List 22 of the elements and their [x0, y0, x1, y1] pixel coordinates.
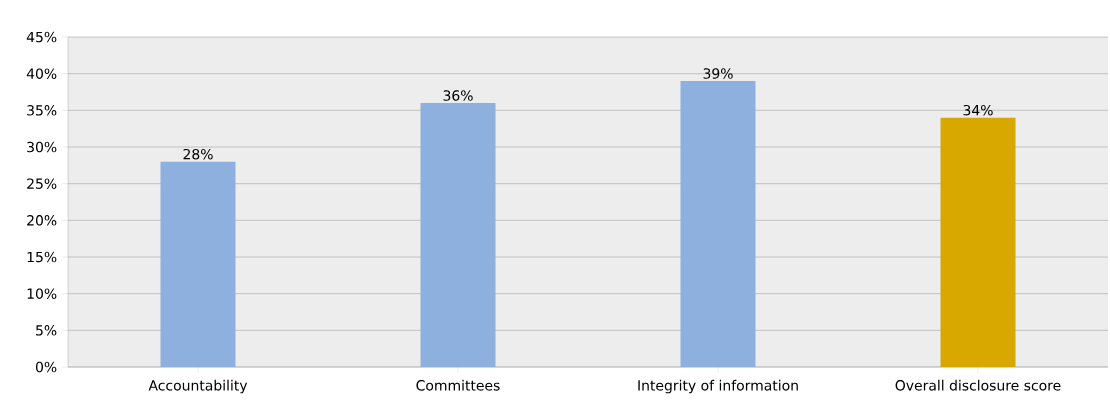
y-tick-label: 25% — [27, 178, 57, 189]
y-tick-label: 5% — [36, 325, 57, 336]
y-tick-label: 20% — [27, 215, 57, 226]
data-label: 39% — [703, 68, 733, 79]
bar — [420, 103, 496, 367]
y-tick-label: 40% — [26, 68, 57, 79]
x-tick-label: Integrity of information — [638, 379, 798, 394]
y-tick-label: 35% — [27, 105, 57, 116]
bar — [940, 117, 1016, 367]
x-tick-label: Committees — [416, 379, 500, 391]
y-tick-label: 15% — [27, 251, 57, 263]
data-label: 28% — [183, 148, 213, 160]
y-tick-label: 45% — [26, 31, 57, 43]
data-label: 36% — [443, 90, 473, 101]
data-label: 34% — [963, 104, 993, 116]
y-tick-label: 30% — [27, 141, 57, 153]
x-tick-label: Accountability — [148, 379, 248, 394]
bar — [160, 161, 236, 367]
y-tick-label: 10% — [27, 288, 57, 299]
x-tick-label: Overall disclosure score — [895, 379, 1061, 391]
y-tick-label: 0% — [35, 361, 57, 373]
bar — [680, 81, 756, 367]
